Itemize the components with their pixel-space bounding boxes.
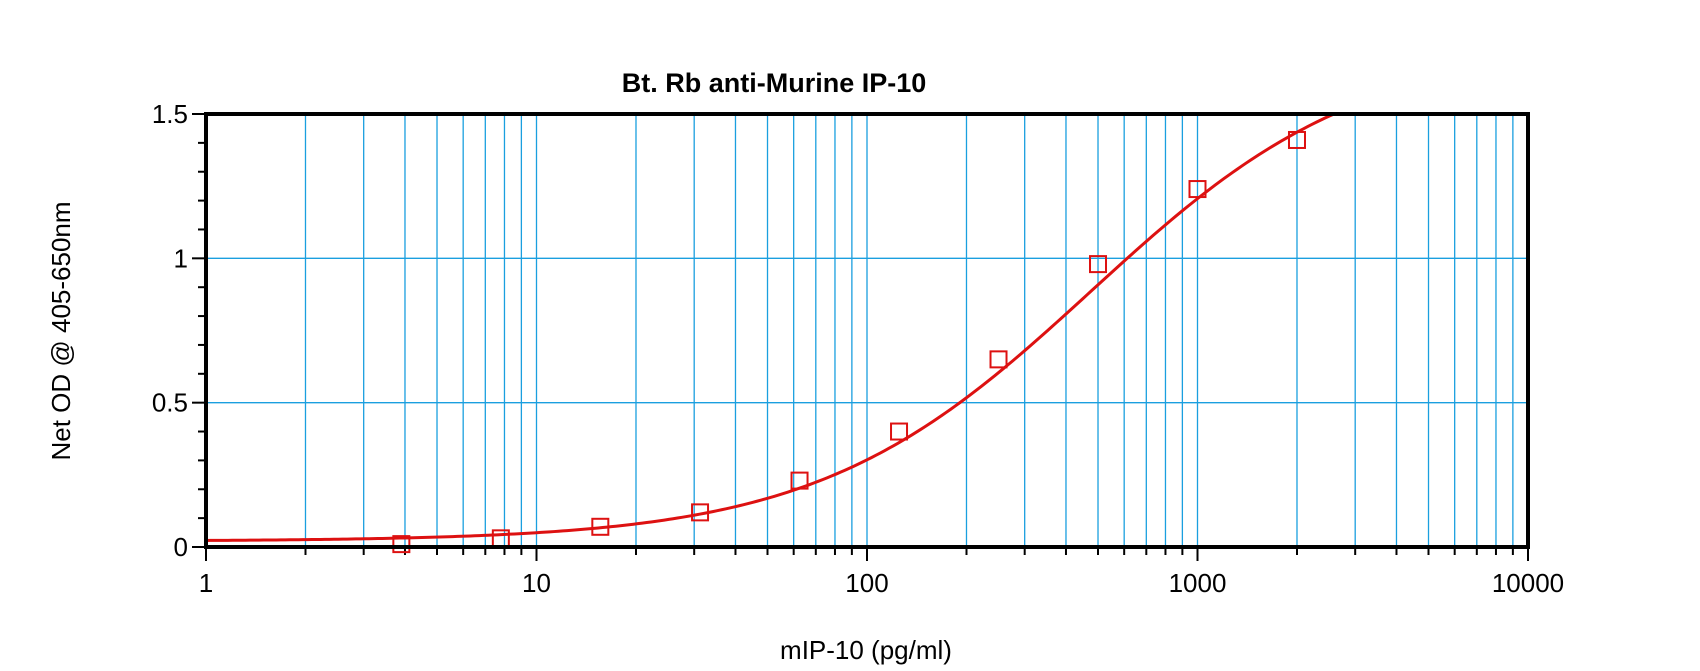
data-point-marker: [392, 535, 411, 554]
x-axis-label: mIP-10 (pg/ml): [780, 635, 952, 665]
data-point-marker: [1089, 255, 1108, 274]
y-axis: 0 0.5 1 1.5: [152, 99, 206, 562]
y-tick-label: 1.5: [152, 99, 188, 129]
plot-frame: [204, 112, 1530, 549]
y-tick-label: 1: [174, 243, 188, 273]
x-tick-label: 10000: [1492, 568, 1564, 598]
x-axis: 1 10 100 1000 10000: [199, 547, 1564, 598]
data-point-marker: [989, 350, 1008, 369]
data-point-marker: [890, 422, 909, 441]
grid-layer: [206, 114, 1528, 547]
chart-title: Bt. Rb anti-Murine IP-10: [622, 68, 927, 98]
data-point-marker: [591, 517, 610, 536]
data-points-layer: [392, 130, 1306, 554]
data-point-marker: [1188, 180, 1207, 199]
x-tick-label: 1000: [1169, 568, 1227, 598]
y-tick-label: 0.5: [152, 388, 188, 418]
x-tick-label: 100: [845, 568, 888, 598]
data-point-marker: [790, 471, 809, 490]
data-point-marker: [1287, 130, 1306, 149]
data-point-marker: [491, 529, 510, 548]
x-tick-label: 10: [522, 568, 551, 598]
x-tick-label: 1: [199, 568, 213, 598]
y-tick-label: 0: [174, 532, 188, 562]
y-axis-label: Net OD @ 405-650nm: [46, 201, 76, 460]
data-point-marker: [691, 503, 710, 522]
